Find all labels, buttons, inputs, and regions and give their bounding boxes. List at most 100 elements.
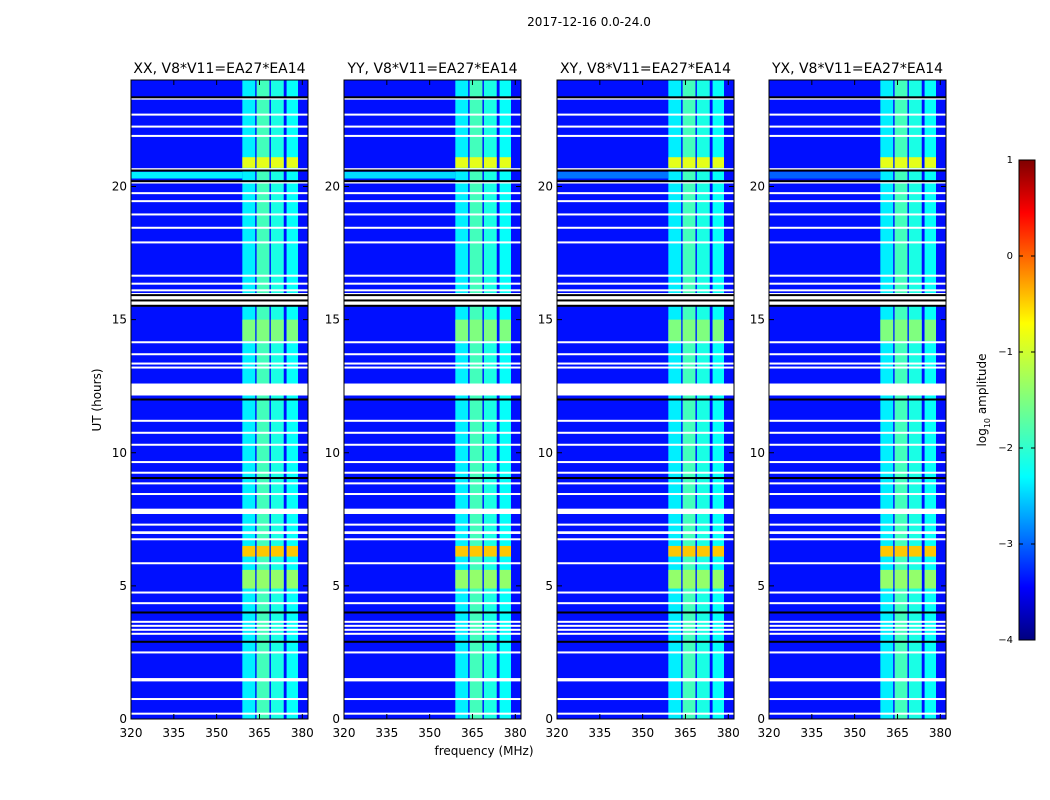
dark-line xyxy=(557,96,734,99)
flag-line xyxy=(769,353,946,356)
flag-line xyxy=(131,134,308,137)
flag-line xyxy=(557,213,734,216)
x-axis-label: frequency (MHz) xyxy=(434,744,533,758)
chart-suptitle: 2017-12-16 0.0-24.0 xyxy=(527,15,651,29)
flag-line xyxy=(131,213,308,216)
y-tick-label: 20 xyxy=(112,180,127,194)
dark-line xyxy=(344,96,521,99)
flag-line xyxy=(344,341,521,344)
flag-line xyxy=(131,443,308,446)
flag-line xyxy=(131,125,308,128)
flag-line xyxy=(769,97,946,100)
x-tick-label: 380 xyxy=(929,726,952,740)
flag-line xyxy=(557,712,734,715)
flag-line xyxy=(344,678,521,681)
heatmap-high-cell xyxy=(483,157,497,168)
dark-line xyxy=(131,96,308,99)
heatmap-high-cell xyxy=(256,319,270,341)
x-tick-label: 380 xyxy=(717,726,740,740)
dark-line xyxy=(557,299,734,302)
x-tick-label: 350 xyxy=(205,726,228,740)
flag-line xyxy=(769,431,946,434)
flag-line xyxy=(344,366,521,369)
flag-line xyxy=(131,538,308,541)
flag-line xyxy=(131,353,308,356)
heatmap-high-cell xyxy=(880,545,894,557)
panel-3: XY, V8*V11=EA27*EA14 320 335 350 365 380 0 5 10 1… xyxy=(538,61,740,740)
flag-line xyxy=(131,168,308,171)
heatmap-high-cell xyxy=(908,319,922,341)
flag-line xyxy=(769,362,946,365)
dark-line xyxy=(131,180,308,183)
flag-line xyxy=(557,538,734,541)
flag-line xyxy=(769,192,946,195)
flag-line xyxy=(131,341,308,344)
panel-title: XX, V8*V11=EA27*EA14 xyxy=(133,61,305,77)
flag-line xyxy=(344,168,521,171)
flag-line xyxy=(557,241,734,244)
flag-line xyxy=(557,620,734,623)
flag-line xyxy=(769,678,946,681)
heatmap-high-cell xyxy=(908,545,922,557)
heatmap-rfi-row xyxy=(769,171,881,179)
heatmap-high-cell xyxy=(894,569,908,589)
flag-line xyxy=(344,443,521,446)
flag-line xyxy=(344,538,521,541)
panel-4: YX, V8*V11=EA27*EA14 320 335 350 365 380 0 5 10 1… xyxy=(750,61,952,740)
flagged-band xyxy=(344,531,521,534)
flag-line xyxy=(344,591,521,594)
colorbar-tick-label: −4 xyxy=(998,635,1013,646)
flagged-band xyxy=(131,508,308,514)
dark-line xyxy=(557,169,734,172)
heatmap-high-cell xyxy=(712,319,725,341)
x-tick-label: 320 xyxy=(758,726,781,740)
heatmap-high-cell xyxy=(256,545,270,557)
flag-line xyxy=(131,282,308,285)
flag-line xyxy=(557,443,734,446)
flag-line xyxy=(344,431,521,434)
heatmap-high-cell xyxy=(499,545,512,557)
colorbar-tick-label: −1 xyxy=(998,347,1013,358)
flag-line xyxy=(344,419,521,422)
heatmap-high-cell xyxy=(712,569,725,589)
heatmap-high-cell xyxy=(270,569,284,589)
dark-line xyxy=(769,180,946,183)
y-tick-label: 5 xyxy=(545,579,553,593)
flagged-band xyxy=(557,531,734,534)
flag-line xyxy=(557,632,734,635)
x-tick-label: 365 xyxy=(674,726,697,740)
flag-line xyxy=(344,125,521,128)
flag-line xyxy=(557,341,734,344)
x-tick-label: 350 xyxy=(631,726,654,740)
flag-line xyxy=(769,274,946,277)
flag-line xyxy=(557,471,734,474)
flag-line xyxy=(557,482,734,485)
y-tick-label: 15 xyxy=(325,313,340,327)
panel-frame xyxy=(343,79,522,720)
colorbar-tick-label: 1 xyxy=(1007,155,1013,166)
heatmap-high-cell xyxy=(668,319,682,341)
y-tick-label: 20 xyxy=(750,180,765,194)
dark-line xyxy=(344,640,521,643)
dark-line xyxy=(769,611,946,614)
flag-line xyxy=(557,134,734,137)
flag-line xyxy=(344,289,521,292)
panel-title: XY, V8*V11=EA27*EA14 xyxy=(560,61,731,77)
dark-line xyxy=(131,640,308,643)
colorbar-tick-label: −3 xyxy=(998,539,1013,550)
heatmap-high-cell xyxy=(455,569,469,589)
dark-line xyxy=(557,640,734,643)
flag-line xyxy=(769,482,946,485)
flag-line xyxy=(344,213,521,216)
flag-line xyxy=(344,97,521,100)
flag-line xyxy=(131,712,308,715)
flag-line xyxy=(769,181,946,184)
flag-line xyxy=(769,241,946,244)
flag-line xyxy=(769,620,946,623)
flag-line xyxy=(557,113,734,116)
flag-line xyxy=(131,493,308,496)
flag-line xyxy=(557,200,734,203)
flag-line xyxy=(557,226,734,229)
flag-line xyxy=(131,419,308,422)
flag-line xyxy=(344,493,521,496)
